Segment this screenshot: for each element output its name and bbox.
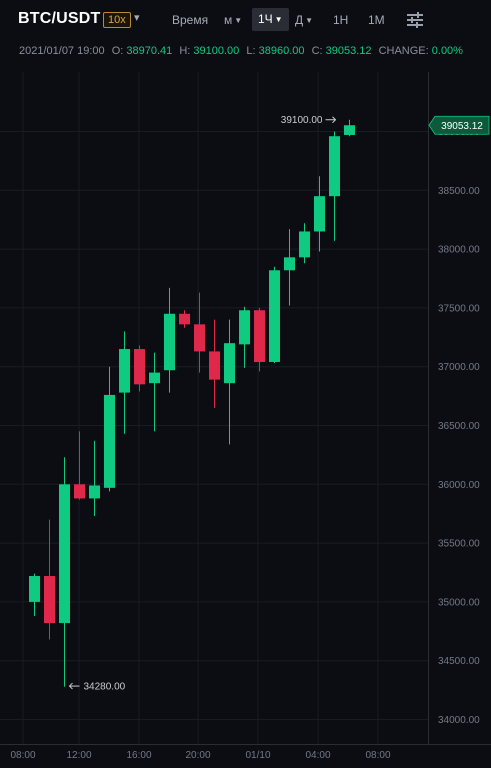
candle-body-up [29,576,40,602]
price-axis-tick-label: 37000.00 [438,362,480,373]
candle-body-up [314,196,325,232]
trading-pair-title[interactable]: BTC/USDT [18,10,101,27]
candle-body-down [44,576,55,624]
time-axis-tick-label: 08:00 [10,750,35,761]
candle-body-down [194,324,205,352]
tab-1w-label: 1Н [333,13,349,27]
candlestick-chart[interactable]: 34000.00 34500.00 35000.00 35500.00 36000.00… [0,72,491,768]
caret-down-icon[interactable]: ▾ [134,12,140,24]
candle-body-up [119,349,130,393]
tab-1h-label: 1Ч [258,12,273,26]
candle-body-down [209,351,220,380]
price-axis-tick-label: 38500.00 [438,186,480,197]
candle-body-up [89,485,100,499]
time-axis-tick-label: 08:00 [365,750,390,761]
tab-1h[interactable]: 1Ч ▼ [252,8,289,31]
sliders-icon[interactable] [407,12,423,28]
ohlc-low-label: L: [246,45,256,57]
candle-body-up [299,231,310,258]
time-axis-tick-label: 04:00 [305,750,330,761]
ohlc-change-label: CHANGE: [378,45,429,57]
ohlc-high-label: H: [179,45,191,57]
high-price-annotation: 39100.00 [281,115,323,126]
time-axis-tick-label: 12:00 [66,750,91,761]
price-axis-tick-label: 35500.00 [438,539,480,550]
ohlc-close-label: C: [311,45,323,57]
price-axis-tick-label: 34500.00 [438,656,480,667]
candle-body-up [59,484,70,624]
last-price-tag [428,115,490,135]
chevron-down-icon: ▼ [305,16,314,25]
ohlc-change-value: 0.00% [431,45,463,57]
candle-body-up [329,136,340,197]
time-axis-tick-label: 20:00 [185,750,210,761]
candle-body-down [134,349,145,385]
tab-minutes[interactable]: м ▼ [224,11,242,30]
candle-body-up [269,270,280,362]
high-arrow-head-icon [332,116,337,124]
chevron-down-icon: ▼ [234,16,243,25]
candle-body-up [284,257,295,271]
tab-1m-label: 1М [368,13,385,27]
ohlc-low-value: 38960.00 [258,45,305,57]
ohlc-open-label: O: [111,45,124,57]
ohlc-close-value: 39053.12 [325,45,372,57]
price-axis-tick-label: 37500.00 [438,303,480,314]
ohlc-high-value: 39100.00 [193,45,240,57]
chevron-down-icon: ▼ [274,15,283,24]
tab-time[interactable]: Время [172,11,208,29]
last-price-label: 39053.12 [441,121,483,132]
candle-body-down [254,310,265,362]
top-toolbar: BTC/USDT 10x ▾ Время м ▼ 1Ч ▼ Д ▼ 1Н 1М [0,0,491,40]
price-axis-tick-label: 38000.00 [438,245,480,256]
tab-minutes-label: м [224,13,233,27]
leverage-badge[interactable]: 10x [103,12,131,28]
tab-1w[interactable]: 1Н [333,11,348,29]
candle-body-down [74,484,85,499]
candle-body-up [224,343,235,384]
ohlc-open-value: 38970.41 [126,45,173,57]
time-axis-tick-label: 16:00 [126,750,151,761]
tab-1m[interactable]: 1М [368,11,385,29]
candle-body-up [164,313,175,371]
ohlc-time: 2021/01/07 19:00 [19,45,105,57]
ohlc-info-bar: 2021/01/07 19:00 O: 38970.41 H: 39100.00… [19,45,463,57]
price-axis-tick-label: 36500.00 [438,421,480,432]
low-price-annotation: 34280.00 [84,682,126,693]
tab-day[interactable]: Д ▼ [295,11,313,30]
candle-body-up [104,394,115,488]
price-axis-tick-label: 34000.00 [438,715,480,726]
candle-body-down [179,313,190,325]
low-arrow-head-icon [68,682,73,690]
candle-body-up [149,372,160,384]
price-axis-tick-label: 36000.00 [438,480,480,491]
tab-day-label: Д [295,13,304,27]
candle-body-up [344,125,355,135]
price-axis-tick-label: 35000.00 [438,597,480,608]
tab-time-label: Время [172,13,209,27]
candle-body-up [239,310,250,345]
time-axis-tick-label: 01/10 [245,750,270,761]
